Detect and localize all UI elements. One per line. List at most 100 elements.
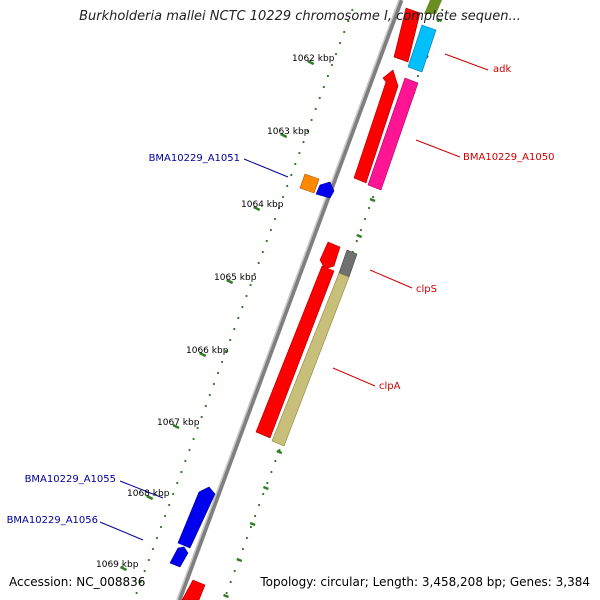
minor-tick (436, 17, 443, 23)
ruler-dot (359, 228, 362, 232)
ruler-dot (298, 151, 301, 155)
cds-feature-red-long (255, 265, 335, 439)
ruler-dot (351, 8, 354, 12)
kbp-label: 1065 kbp (214, 273, 257, 283)
ruler-dot (135, 591, 138, 595)
ruler-dot (286, 184, 289, 188)
ruler-dot (176, 481, 179, 485)
gene-label-BMA10229_A1050: BMA10229_A1050 (463, 152, 554, 163)
ruler-dot (254, 514, 257, 518)
ruler-dot (188, 448, 191, 452)
ruler-dot (233, 327, 236, 331)
ruler-dot (192, 437, 195, 441)
cds-BMA10229_A1055 (177, 486, 216, 549)
kbp-tick (280, 132, 288, 139)
ruler-dot (302, 140, 305, 144)
cds-BMA10229_A1050 (367, 77, 419, 191)
cds-feature-red-1050 (353, 69, 399, 184)
ruler-dot (367, 206, 371, 210)
ruler-dot (245, 294, 248, 298)
ruler-dot (159, 525, 163, 529)
cds-feature-red-top (393, 7, 421, 63)
connector-BMA10229_A1056 (99, 521, 144, 541)
ruler-dot (441, 8, 444, 12)
connector-clpS (369, 269, 413, 289)
ruler-dot (147, 558, 150, 562)
genome-backbone-highlight (176, 0, 400, 600)
ruler-dot (290, 173, 293, 177)
cds-feature-blue-small (315, 181, 335, 199)
genome-backbone (176, 0, 404, 600)
cds-BMA10229_A1056 (169, 546, 189, 568)
minor-tick (356, 233, 363, 239)
kbp-ticks (119, 17, 443, 599)
ruler-dot (372, 195, 375, 199)
ruler-dot (261, 250, 264, 254)
ruler-dot (334, 52, 338, 56)
kbp-tick (307, 59, 315, 66)
ruler-dot (274, 459, 277, 463)
ruler-dot (155, 536, 158, 540)
kbp-tick (253, 205, 261, 212)
ruler-dot (262, 492, 265, 496)
kbp-label: 1063 kbp (267, 127, 310, 137)
kbp-label: 1067 kbp (157, 418, 200, 428)
label-connectors (99, 53, 489, 541)
minor-tick (276, 449, 283, 455)
minor-tick (262, 485, 269, 491)
ruler-dot (196, 426, 199, 430)
ruler-dot (347, 19, 350, 23)
ruler-dot (253, 272, 256, 276)
ruler-dot (249, 525, 253, 529)
ruler-dot (164, 514, 167, 518)
connector-BMA10229_A1055 (119, 480, 164, 499)
kbp-label: 1062 kbp (292, 54, 335, 64)
ruler-dot (363, 217, 367, 221)
ruler-dot (168, 503, 171, 507)
ruler-dot (322, 85, 325, 89)
ruler-dot (241, 305, 244, 309)
kbp-tick (119, 565, 128, 572)
ruler-dot (306, 129, 309, 133)
cds-clpS (338, 249, 358, 278)
ruler-dot (225, 349, 228, 353)
connector-adk (444, 53, 489, 71)
ruler-dot (245, 536, 248, 540)
gene-label-BMA10229_A1056: BMA10229_A1056 (7, 515, 98, 526)
ruler-dot (416, 74, 419, 78)
ruler-dot (229, 580, 232, 584)
gene-labels: adk BMA10229_A1050 BMA10229_A1051 clpS c… (7, 64, 555, 526)
kbp-tick (146, 494, 154, 501)
gene-label-clpS: clpS (416, 284, 437, 295)
ruler-dot (314, 107, 317, 111)
cds-feature-green-top (424, 0, 442, 14)
ruler-dot (282, 195, 285, 199)
connector-clpA (332, 367, 376, 387)
ruler-dot (216, 371, 220, 375)
kbp-tick (172, 423, 180, 430)
ruler-dot (318, 96, 321, 100)
ruler-dot (249, 283, 252, 287)
ruler-dot (212, 382, 215, 386)
ruler-dot (270, 470, 273, 474)
ruler-dot (294, 162, 297, 166)
ruler-dot (326, 74, 329, 78)
kbp-label: 1064 kbp (241, 200, 284, 210)
ruler-dot (266, 481, 269, 485)
ruler-dot (339, 41, 342, 45)
ruler-dot (139, 580, 142, 584)
ruler-dot (257, 261, 260, 265)
ruler-dot (151, 547, 154, 551)
ruler-dot (343, 30, 346, 34)
minor-tick (369, 197, 376, 203)
minor-tick (236, 557, 243, 563)
ruler-dot (269, 228, 272, 232)
ruler-dot (229, 338, 232, 342)
ruler-dot (200, 415, 203, 419)
cds-BMA10229_A1051 (299, 173, 320, 194)
ruler-dot (237, 316, 240, 320)
ruler-dot (330, 63, 333, 67)
ruler-dot (233, 569, 236, 573)
topology-text: Topology: circular; Length: 3,458,208 bp… (260, 575, 590, 589)
